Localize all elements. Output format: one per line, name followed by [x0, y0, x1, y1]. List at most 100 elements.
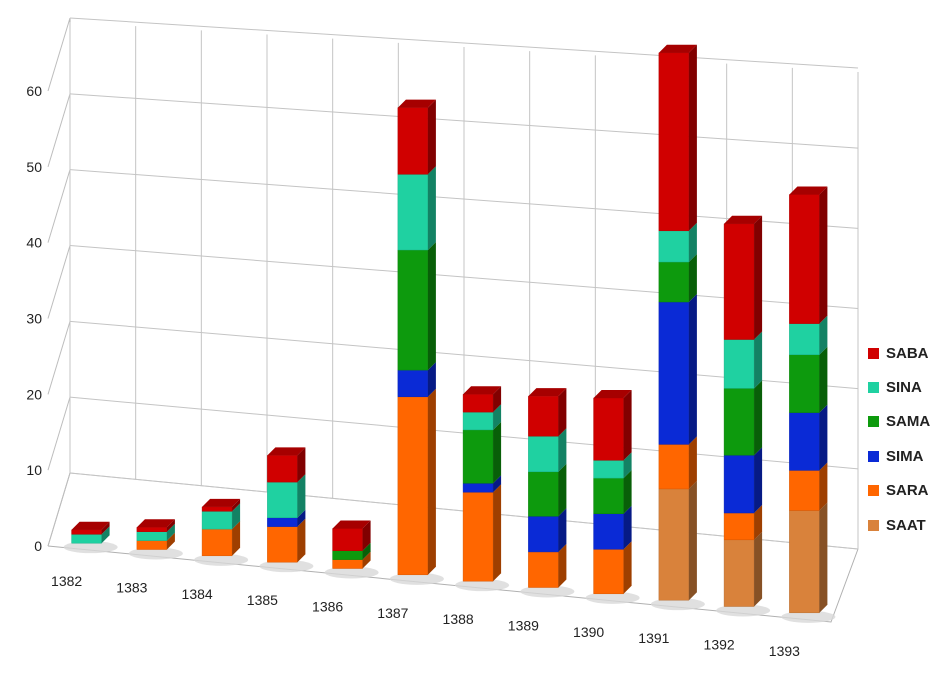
bar-segment-sara-1384	[201, 521, 241, 557]
y-axis-ticks: 0 10 20 30 40 50 60	[26, 83, 42, 554]
bars	[71, 44, 828, 614]
bar-segment-sina-1385	[267, 474, 306, 518]
bar-shadow	[781, 610, 836, 623]
bar-top-1392	[724, 215, 763, 224]
bar-shadow	[128, 547, 183, 560]
bar-segment-saba-1386	[332, 520, 371, 551]
bar-segment-sara-1387	[397, 388, 436, 576]
bar-top-1384	[202, 498, 241, 507]
bar-segment-sama-1387	[397, 242, 436, 371]
bar-segment-saba-1384	[201, 498, 241, 512]
y-tick-label: 20	[26, 386, 42, 402]
legend-item-sima: SIMA	[868, 439, 948, 473]
x-tick-label: 1391	[638, 630, 669, 646]
bar-shadow	[455, 579, 510, 592]
bar-top-1393	[789, 186, 828, 195]
bar-segment-sama-1392	[723, 380, 763, 456]
x-tick-label: 1384	[182, 586, 213, 602]
bar-segment-saba-1383	[136, 519, 175, 532]
gridline-depth	[47, 245, 71, 319]
bar-segment-sina-1387	[397, 166, 436, 251]
bar-segment-sina-1390	[593, 452, 632, 479]
bar-top-1385	[267, 447, 306, 456]
bar-shadow	[650, 598, 705, 611]
x-tick-label: 1382	[51, 573, 82, 589]
x-tick-label: 1383	[116, 580, 147, 596]
y-tick-label: 0	[34, 538, 42, 554]
bar-shadows	[63, 541, 836, 623]
legend-swatch	[868, 450, 879, 462]
bar-top-1390	[593, 390, 632, 398]
gridline-depth	[47, 17, 71, 92]
bar-segment-saba-1388	[462, 386, 502, 413]
legend-swatch	[868, 485, 879, 497]
x-tick-label: 1387	[377, 605, 408, 621]
bar-top-1389	[528, 388, 567, 397]
x-tick-label: 1386	[312, 599, 343, 615]
x-tick-label: 1390	[573, 624, 604, 640]
legend-label: SABA	[886, 344, 929, 362]
bar-segment-sina-1384	[201, 503, 241, 530]
bar-segment-sama-1386	[332, 542, 371, 560]
bar-top-1383	[136, 519, 175, 528]
legend-label: SIMA	[886, 447, 924, 465]
bar-top-1387	[397, 99, 436, 108]
bar-segment-saba-1393	[789, 186, 828, 324]
x-axis-labels: 1382 1383 1384 1385 1386 1387 1388 1389 1390 1391…	[51, 573, 800, 659]
bar-segment-sara-1389	[528, 543, 567, 588]
bar-segment-sama-1393	[789, 346, 828, 413]
bar-segment-saba-1392	[723, 215, 763, 340]
bar-shadow	[194, 553, 249, 566]
bar-segment-saba-1390	[593, 390, 632, 461]
bar-segment-saba-1391	[658, 44, 697, 232]
bar-top-1388	[463, 386, 502, 395]
bar-segment-sara-1392	[723, 505, 763, 541]
bar-segment-sima-1392	[723, 447, 763, 514]
bar-segment-sima-1393	[789, 404, 828, 471]
bar-shadow	[63, 541, 118, 554]
legend-item-saat: SAAT	[868, 508, 948, 542]
gridline-depth	[47, 321, 71, 395]
bar-segment-sara-1390	[593, 541, 632, 595]
bar-segment-saba-1387	[397, 99, 436, 175]
x-tick-label: 1389	[508, 618, 539, 634]
legend: SABA SINA SAMA SIMA SARA SAAT	[868, 336, 948, 542]
bar-segment-sina-1391	[658, 222, 697, 263]
bar-segment-sima-1389	[528, 508, 567, 553]
x-tick-label: 1392	[704, 637, 735, 653]
bar-segment-sama-1389	[528, 463, 567, 517]
bar-segment-sina-1393	[789, 315, 828, 355]
bar-segment-sina-1392	[723, 331, 763, 389]
bar-shadow	[716, 604, 771, 617]
bar-segment-saat-1391	[658, 480, 697, 601]
legend-swatch	[868, 382, 879, 394]
bar-shadow	[389, 572, 444, 585]
bar-segment-sara-1386	[332, 551, 371, 569]
legend-item-sina: SINA	[868, 370, 948, 404]
x-tick-label: 1388	[443, 611, 474, 627]
gridline-depth	[47, 169, 71, 243]
legend-label: SAMA	[886, 413, 931, 431]
legend-item-sara: SARA	[868, 474, 948, 508]
legend-item-sama: SAMA	[868, 405, 948, 439]
bar-segment-saat-1393	[789, 502, 828, 614]
gridline	[69, 17, 859, 69]
bar-shadow	[585, 591, 640, 604]
legend-swatch	[868, 519, 879, 531]
y-tick-label: 10	[26, 462, 42, 478]
bar-segment-sima-1390	[593, 505, 632, 550]
bar-shadow	[259, 560, 314, 573]
y-tick-label: 40	[26, 235, 42, 251]
y-tick-label: 50	[26, 159, 42, 175]
bar-segment-sina-1389	[528, 428, 567, 473]
bar-top-1391	[658, 44, 697, 53]
bar-segment-sama-1390	[593, 470, 632, 514]
bar-segment-saat-1392	[723, 531, 763, 607]
y-tick-label: 60	[26, 83, 42, 99]
gridline-depth	[47, 93, 71, 167]
bar-shadow	[520, 585, 575, 598]
y-tick-label: 30	[26, 311, 42, 327]
gridline-depth	[47, 397, 71, 471]
bar-segment-saba-1385	[267, 447, 306, 483]
bar-segment-saba-1382	[71, 521, 110, 535]
